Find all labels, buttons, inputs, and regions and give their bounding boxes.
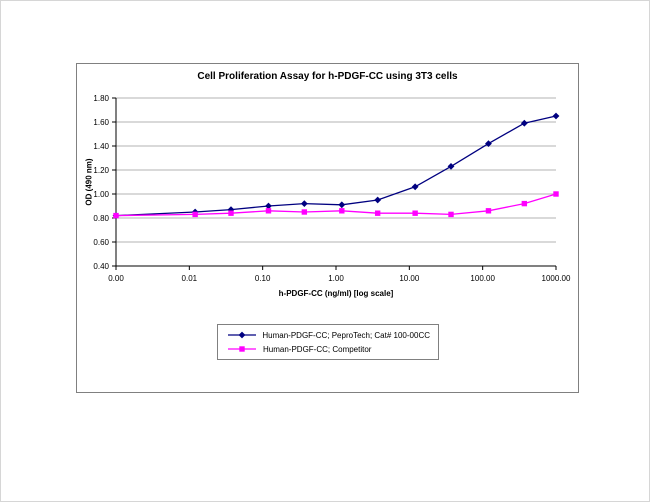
svg-text:1.00: 1.00 [328, 274, 344, 283]
svg-text:0.60: 0.60 [93, 238, 109, 247]
legend-marker-peprotech-icon [228, 331, 256, 339]
svg-text:0.10: 0.10 [255, 274, 271, 283]
svg-text:0.40: 0.40 [93, 262, 109, 271]
x-axis-title: h-PDGF-CC (ng/ml) [log scale] [278, 289, 394, 298]
svg-text:0.80: 0.80 [93, 214, 109, 223]
legend-item-peprotech: Human-PDGF-CC; PeproTech; Cat# 100-00CC [226, 330, 430, 340]
svg-text:10.00: 10.00 [399, 274, 420, 283]
svg-text:100.00: 100.00 [470, 274, 495, 283]
svg-text:1.60: 1.60 [93, 118, 109, 127]
legend: Human-PDGF-CC; PeproTech; Cat# 100-00CC … [217, 324, 439, 360]
svg-text:1.80: 1.80 [93, 94, 109, 103]
chart-title: Cell Proliferation Assay for h-PDGF-CC u… [197, 71, 458, 82]
svg-text:0.01: 0.01 [182, 274, 198, 283]
svg-text:1.00: 1.00 [93, 190, 109, 199]
series-1 [113, 191, 559, 219]
svg-text:1.40: 1.40 [93, 142, 109, 151]
legend-marker-competitor-icon [228, 346, 256, 352]
legend-label-competitor: Human-PDGF-CC; Competitor [263, 344, 372, 354]
legend-label-peprotech: Human-PDGF-CC; PeproTech; Cat# 100-00CC [262, 330, 430, 340]
series-0 [112, 112, 560, 219]
svg-text:1000.00: 1000.00 [542, 274, 571, 283]
svg-text:0.00: 0.00 [108, 274, 124, 283]
svg-text:1.20: 1.20 [93, 166, 109, 175]
legend-item-competitor: Human-PDGF-CC; Competitor [226, 344, 430, 354]
